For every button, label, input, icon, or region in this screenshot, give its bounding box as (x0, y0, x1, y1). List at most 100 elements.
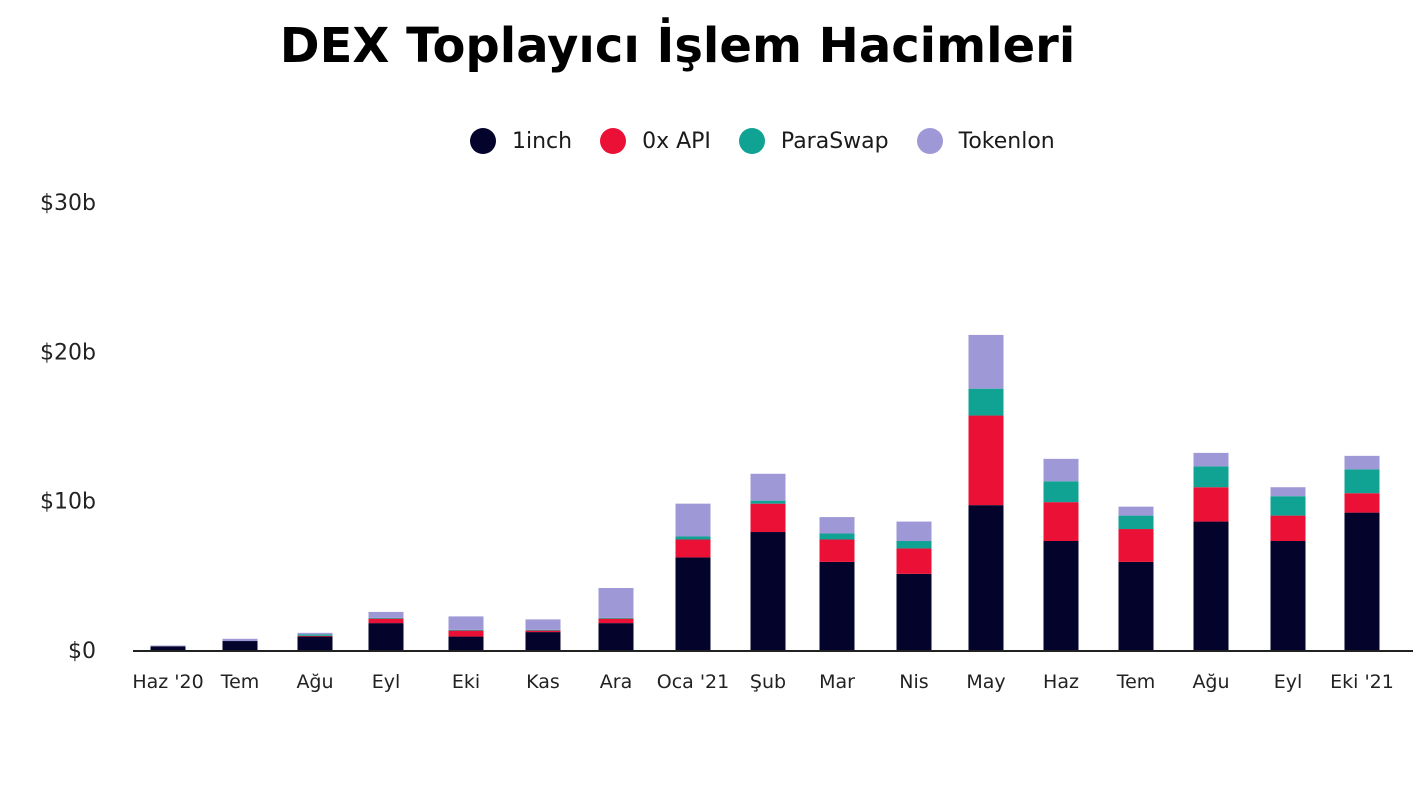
bar-segment-0-5 (525, 632, 561, 650)
legend-swatch (470, 128, 496, 154)
x-tick-label: Eyl (372, 671, 401, 693)
bar-segment-0-11 (968, 505, 1004, 650)
bar-segment-0-10 (896, 573, 932, 650)
bar-segment-2-4 (448, 629, 484, 631)
bar-segment-3-13 (1118, 506, 1154, 516)
legend-swatch (916, 128, 943, 154)
x-tick-label: Mar (819, 671, 855, 693)
x-tick-label: Şub (750, 671, 786, 693)
bar-segment-0-14 (1193, 521, 1229, 650)
y-tick-label: $20b (40, 340, 96, 365)
bar-segment-0-4 (448, 636, 484, 650)
x-tick-label: Ağu (1192, 671, 1229, 693)
bar-segment-0-2 (297, 636, 333, 650)
bar-segment-2-5 (525, 629, 561, 631)
bar-segment-3-12 (1043, 458, 1079, 482)
bar-segment-2-8 (750, 500, 786, 504)
legend-label: 1inch (512, 128, 573, 154)
bar-segment-2-7 (675, 536, 711, 540)
bar-segment-1-8 (750, 503, 786, 533)
y-tick-label: $0 (68, 639, 96, 664)
chart-title: DEX Toplayıcı İşlem Hacimleri (279, 18, 1076, 74)
bar-segment-1-12 (1043, 502, 1079, 541)
bar-segment-1-3 (368, 618, 404, 624)
bar-segment-2-2 (297, 634, 333, 636)
bar-segment-3-8 (750, 473, 786, 501)
bar-segment-2-11 (968, 388, 1004, 416)
bar-segment-3-2 (297, 632, 333, 635)
bar-segment-2-9 (819, 533, 855, 540)
bar-segment-3-14 (1193, 452, 1229, 467)
x-tick-label: Oca '21 (657, 671, 729, 693)
bar-segment-1-13 (1118, 529, 1154, 562)
bar-segment-3-5 (525, 619, 561, 630)
bar-segment-0-9 (819, 561, 855, 650)
bar-segment-1-15 (1270, 515, 1306, 541)
bar-segment-1-2 (297, 635, 333, 637)
x-tick-label: Ağu (296, 671, 333, 693)
bar-segment-2-16 (1344, 469, 1380, 494)
x-tick-label: Haz '20 (132, 671, 203, 693)
bar-segment-1-4 (448, 630, 484, 637)
bar-segment-0-6 (598, 623, 634, 650)
x-tick-label: Ara (600, 671, 632, 693)
bar-segment-0-1 (222, 641, 258, 650)
legend-swatch (738, 128, 765, 154)
legend-label: 0x API (642, 128, 711, 154)
x-tick-label: Eki '21 (1330, 671, 1394, 693)
legend-label: ParaSwap (780, 128, 889, 154)
bar-segment-0-13 (1118, 561, 1154, 650)
x-tick-label: May (966, 671, 1005, 693)
bar-segment-1-9 (819, 539, 855, 562)
y-tick-label: $30b (40, 191, 96, 216)
bar-segment-1-14 (1193, 487, 1229, 522)
bar-segment-2-14 (1193, 466, 1229, 488)
y-tick-label: $10b (40, 490, 96, 515)
x-tick-label: Haz (1043, 671, 1079, 693)
bar-segment-0-12 (1043, 540, 1079, 650)
x-tick-label: Nis (899, 671, 928, 693)
bar-segment-2-12 (1043, 481, 1079, 503)
bar-segment-3-16 (1344, 455, 1380, 470)
x-tick-label: Tem (1116, 671, 1156, 693)
bar-segment-1-7 (675, 539, 711, 558)
bar-segment-0-7 (675, 557, 711, 650)
legend-item-1: 0x API (600, 128, 711, 154)
x-axis-labels: Haz '20 Tem Ağu Eyl Eki Kas Ara Oca '21 Şub Mar Ni… (132, 671, 1394, 693)
bar-segment-1-10 (896, 548, 932, 574)
bar-segment-2-6 (598, 617, 634, 619)
bar-segment-1-5 (525, 630, 561, 633)
bar-segment-0-16 (1344, 512, 1380, 650)
bar-segment-0-0 (150, 646, 186, 650)
y-axis-ticks: $0 $10b $20b $30b (40, 191, 96, 664)
legend-item-0: 1inch (470, 128, 572, 154)
bar-segment-3-10 (896, 521, 932, 541)
bars-group (150, 334, 1380, 650)
bar-segment-0-8 (750, 532, 786, 650)
bar-segment-3-9 (819, 517, 855, 534)
bar-segment-2-3 (368, 617, 404, 619)
bar-segment-0-3 (368, 623, 404, 650)
bar-segment-1-6 (598, 618, 634, 624)
bar-segment-3-1 (222, 638, 258, 642)
bar-segment-3-6 (598, 588, 634, 618)
bar-segment-3-3 (368, 611, 404, 618)
x-tick-label: Eki (452, 671, 480, 693)
bar-segment-3-0 (150, 645, 186, 647)
bar-segment-2-15 (1270, 496, 1306, 516)
bar-segment-3-4 (448, 616, 484, 630)
bar-segment-3-15 (1270, 487, 1306, 497)
bar-segment-2-10 (896, 540, 932, 549)
bar-segment-1-11 (968, 415, 1004, 506)
legend-item-2: ParaSwap (738, 128, 889, 154)
bar-segment-0-15 (1270, 540, 1306, 650)
x-tick-label: Eyl (1274, 671, 1303, 693)
x-tick-label: Tem (220, 671, 260, 693)
bar-segment-3-11 (968, 334, 1004, 389)
bar-segment-3-7 (675, 503, 711, 537)
x-tick-label: Kas (526, 671, 560, 693)
bar-segment-1-16 (1344, 493, 1380, 513)
bar-segment-2-13 (1118, 515, 1154, 530)
legend-swatch (600, 128, 627, 154)
